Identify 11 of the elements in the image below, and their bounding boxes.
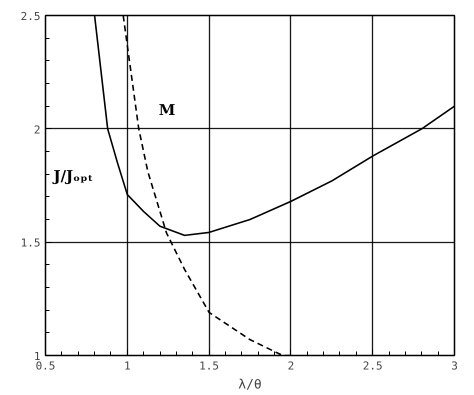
x-tick-label: 1 [124,360,131,372]
x-axis-title: λ/θ [238,378,262,392]
y-tick-label: 2 [34,123,40,136]
series-label: M [158,100,176,119]
y-tick-label: 1.5 [20,236,41,250]
x-tick-label: 2.5 [362,360,383,372]
x-tick-label: 2 [288,360,294,372]
x-tick-label: 3 [451,360,458,372]
y-tick-label: 2.5 [20,10,41,23]
legend-label: J/Jₒₚₜ [51,166,94,185]
x-tick-label: 1.5 [199,360,220,372]
